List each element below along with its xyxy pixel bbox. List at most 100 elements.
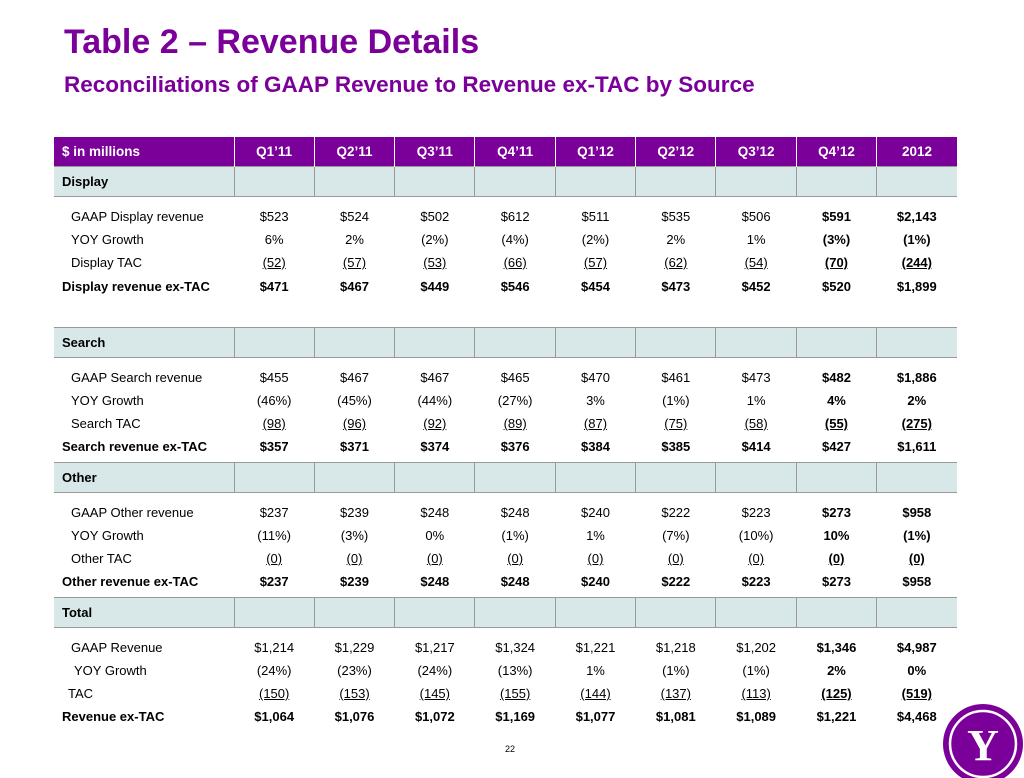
section-cell: [234, 597, 315, 628]
section-cell: [796, 597, 878, 628]
table-cell: $482: [822, 370, 851, 385]
revenue-table: $ in millions Q1’11 Q2’11 Q3’11 Q4’11 Q1…: [54, 137, 957, 732]
column-header: $ in millions: [54, 137, 235, 167]
table-cell: (4%): [501, 232, 529, 247]
table-cell: $1,218: [655, 640, 696, 655]
row-label: Other TAC: [71, 551, 132, 566]
section-label: Display: [54, 166, 235, 197]
section-label: Search: [54, 327, 235, 358]
table-cell: 2%: [345, 232, 364, 247]
section-cell: [876, 462, 957, 493]
table-cell: (0): [587, 551, 604, 566]
table-cell: $223: [741, 505, 771, 520]
table-cell: $248: [500, 505, 530, 520]
table-row: YOY Growth (46%) (45%) (44%) (27%) 3% (1%) 1% 4%…: [54, 389, 957, 412]
table-cell: $240: [581, 574, 610, 589]
table-cell: $524: [340, 209, 369, 224]
section-label: Other: [54, 462, 235, 493]
table-cell: $470: [581, 370, 610, 385]
table-cell: $239: [340, 505, 369, 520]
section-cell: [635, 166, 717, 197]
table-cell: $1,214: [254, 640, 295, 655]
table-cell: $273: [822, 505, 851, 520]
table-cell: (57): [583, 255, 608, 270]
table-cell: (58): [744, 416, 768, 431]
table-cell: (2%): [581, 232, 610, 247]
table-cell: (1%): [501, 528, 529, 543]
section-cell: [796, 462, 878, 493]
table-cell: $248: [420, 574, 450, 589]
section-cell: [314, 166, 396, 197]
table-cell: $1,229: [334, 640, 375, 655]
section-cell: [394, 327, 476, 358]
section-row: Total: [54, 597, 957, 628]
section-label: Total: [54, 597, 235, 628]
table-cell: 6%: [264, 232, 284, 247]
table-cell: (62): [664, 255, 688, 270]
section-cell: [555, 327, 637, 358]
table-cell: (1%): [903, 232, 931, 247]
table-cell: (46%): [256, 393, 292, 408]
table-cell: (98): [262, 416, 286, 431]
table-cell: $454: [581, 279, 610, 294]
table-row: GAAP Display revenue $523 $524 $502 $612 $511…: [54, 197, 957, 229]
table-cell: $248: [500, 574, 530, 589]
column-header: Q1’11: [234, 137, 315, 167]
table-cell: $1,089: [736, 709, 777, 724]
table-cell: $455: [259, 370, 289, 385]
section-cell: [715, 166, 797, 197]
table-cell: $1,611: [897, 439, 937, 454]
table-cell: $467: [340, 370, 369, 385]
table-cell: $535: [661, 209, 691, 224]
section-cell: [314, 327, 396, 358]
table-cell: (1%): [903, 528, 931, 543]
table-body: Display GAAP Display revenue $523 $524 $502 $…: [54, 166, 957, 733]
table-cell: (66): [503, 255, 527, 270]
table-cell: (1%): [742, 663, 770, 678]
table-cell: (75): [664, 416, 688, 431]
table-row: YOY Growth (11%) (3%) 0% (1%) 1% (7%) (10%) 10% (…: [54, 524, 957, 547]
page-title: Table 2 – Revenue Details: [64, 23, 480, 61]
table-cell: $1,346: [816, 640, 857, 655]
column-header: Q4’11: [474, 137, 556, 167]
row-label: Search revenue ex-TAC: [62, 439, 207, 454]
table-cell: 1%: [586, 663, 605, 678]
table-cell: 2%: [666, 232, 686, 247]
table-cell: (145): [419, 686, 450, 701]
table-cell: (1%): [662, 393, 690, 408]
table-cell: (153): [339, 686, 370, 701]
table-cell: $520: [822, 279, 851, 294]
section-cell: [876, 597, 957, 628]
table-cell: $2,143: [896, 209, 937, 224]
table-cell: $1,202: [736, 640, 777, 655]
table-cell: $502: [420, 209, 450, 224]
table-cell: 10%: [823, 528, 850, 543]
table-cell: $958: [902, 574, 932, 589]
section-cell: [234, 462, 315, 493]
table-cell: $1,076: [334, 709, 375, 724]
table-cell: (0): [507, 551, 524, 566]
section-cell: [715, 327, 797, 358]
table-cell: $222: [661, 574, 691, 589]
table-cell: $1,064: [254, 709, 295, 724]
table-cell: $414: [741, 439, 771, 454]
section-cell: [234, 327, 315, 358]
section-cell: [876, 166, 957, 197]
section-cell: [715, 597, 797, 628]
table-cell: 1%: [746, 393, 766, 408]
table-cell: $958: [902, 505, 932, 520]
table-cell: (0): [908, 551, 925, 566]
table-cell: (3%): [822, 232, 851, 247]
table-cell: 2%: [827, 663, 846, 678]
table-cell: $371: [340, 439, 369, 454]
table-cell: $222: [661, 505, 691, 520]
section-cell: [796, 327, 878, 358]
table-cell: (0): [266, 551, 283, 566]
table-cell: $239: [340, 574, 369, 589]
section-cell: [234, 166, 315, 197]
section-cell: [474, 166, 556, 197]
table-cell: (92): [423, 416, 447, 431]
table-row: Display revenue ex-TAC $471 $467 $449 $546 $4…: [54, 274, 957, 328]
table-row: GAAP Search revenue $455 $467 $467 $465 $470 $…: [54, 358, 957, 390]
table-cell: (137): [660, 686, 691, 701]
